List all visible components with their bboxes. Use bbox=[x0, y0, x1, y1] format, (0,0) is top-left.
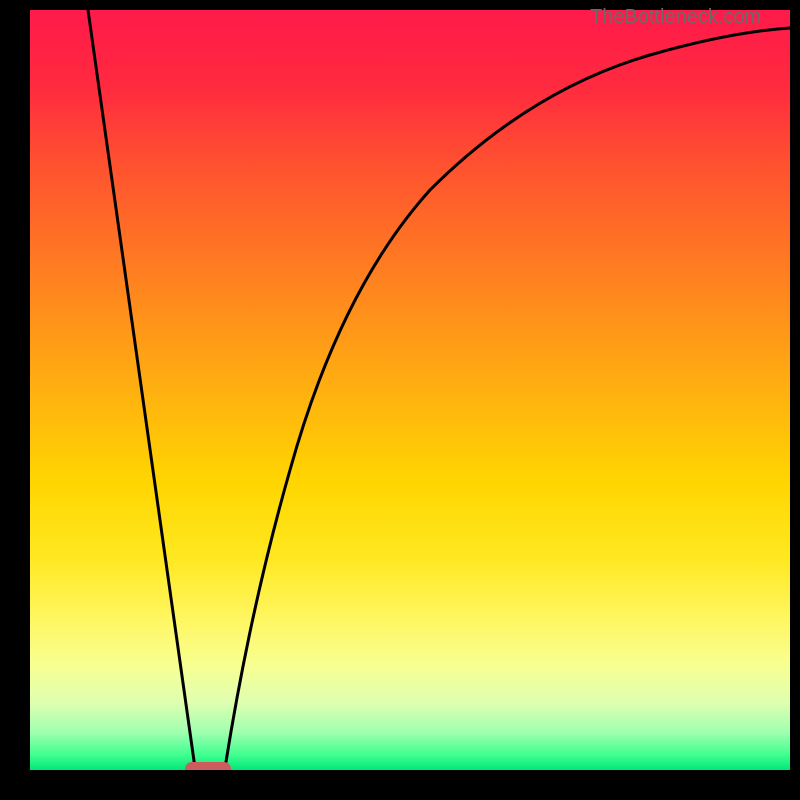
curve-overlay bbox=[30, 10, 790, 770]
watermark-text: TheBottleneck.com bbox=[590, 6, 761, 29]
chart-container: TheBottleneck.com bbox=[0, 0, 800, 800]
baseline-marker bbox=[185, 762, 231, 770]
curve-right-branch bbox=[225, 28, 790, 768]
curve-left-branch bbox=[88, 10, 195, 768]
plot-area bbox=[30, 10, 790, 770]
